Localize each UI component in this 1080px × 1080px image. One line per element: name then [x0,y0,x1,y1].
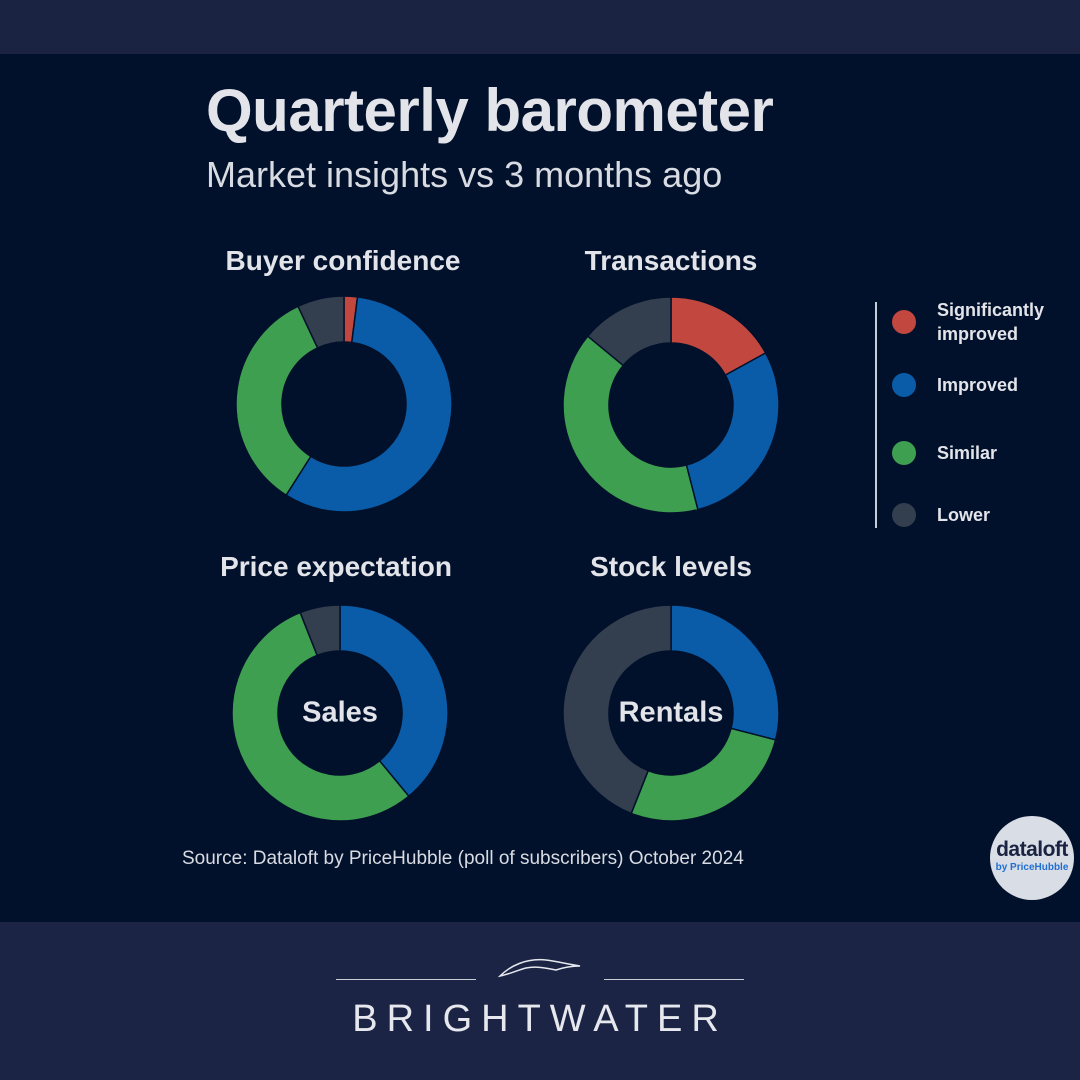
chart-title-buyer-confidence: Buyer confidence [225,245,461,276]
chart-title-stock-levels: Stock levels [590,551,752,582]
brand-line-left [336,979,476,980]
legend-item-similar: Similar [892,441,997,465]
donut-slice-similar [562,335,699,514]
donut-slice-lower [299,604,341,657]
donut-slice-improved [670,604,780,741]
footer-band [0,922,1080,1080]
legend-item-lower: Lower [892,503,990,527]
source-note: Source: Dataloft by PriceHubble (poll of… [182,848,744,869]
page-title: Quarterly barometer [206,77,774,144]
chart-title-transactions: Transactions [584,245,758,276]
page-subtitle: Market insights vs 3 months ago [206,154,723,195]
donut-slice-similar [630,727,777,822]
dataloft-logo: dataloft by PriceHubble [990,816,1074,900]
top-bar [0,0,1080,54]
chart-title-price-expectation: Price expectation [220,551,452,582]
legend-swatch [892,441,916,465]
brand-wordmark: BRIGHTWATER [352,998,728,1040]
donut-slice-improved [685,351,780,511]
donut-slice-improved [285,296,453,513]
legend-swatch [892,310,916,334]
center-label-rentals: Rentals [618,696,724,729]
donut-slice-lower [586,296,672,367]
donut-slice-lower [562,604,672,815]
center-label-sales: Sales [302,696,378,729]
legend-swatch [892,373,916,397]
legend-swatch [892,503,916,527]
donut-slice-similar [231,611,410,822]
brand-line-right [604,979,744,980]
donut-slice-lower [297,295,345,349]
donut-slice-improved [339,604,449,798]
donut-slice-similar [235,305,319,497]
dolphin-logo-icon [497,958,581,978]
legend-divider [875,302,877,528]
legend-item-improved: Improved [892,373,1018,397]
legend-item-significantly-improved: Significantly improved [892,298,1067,346]
